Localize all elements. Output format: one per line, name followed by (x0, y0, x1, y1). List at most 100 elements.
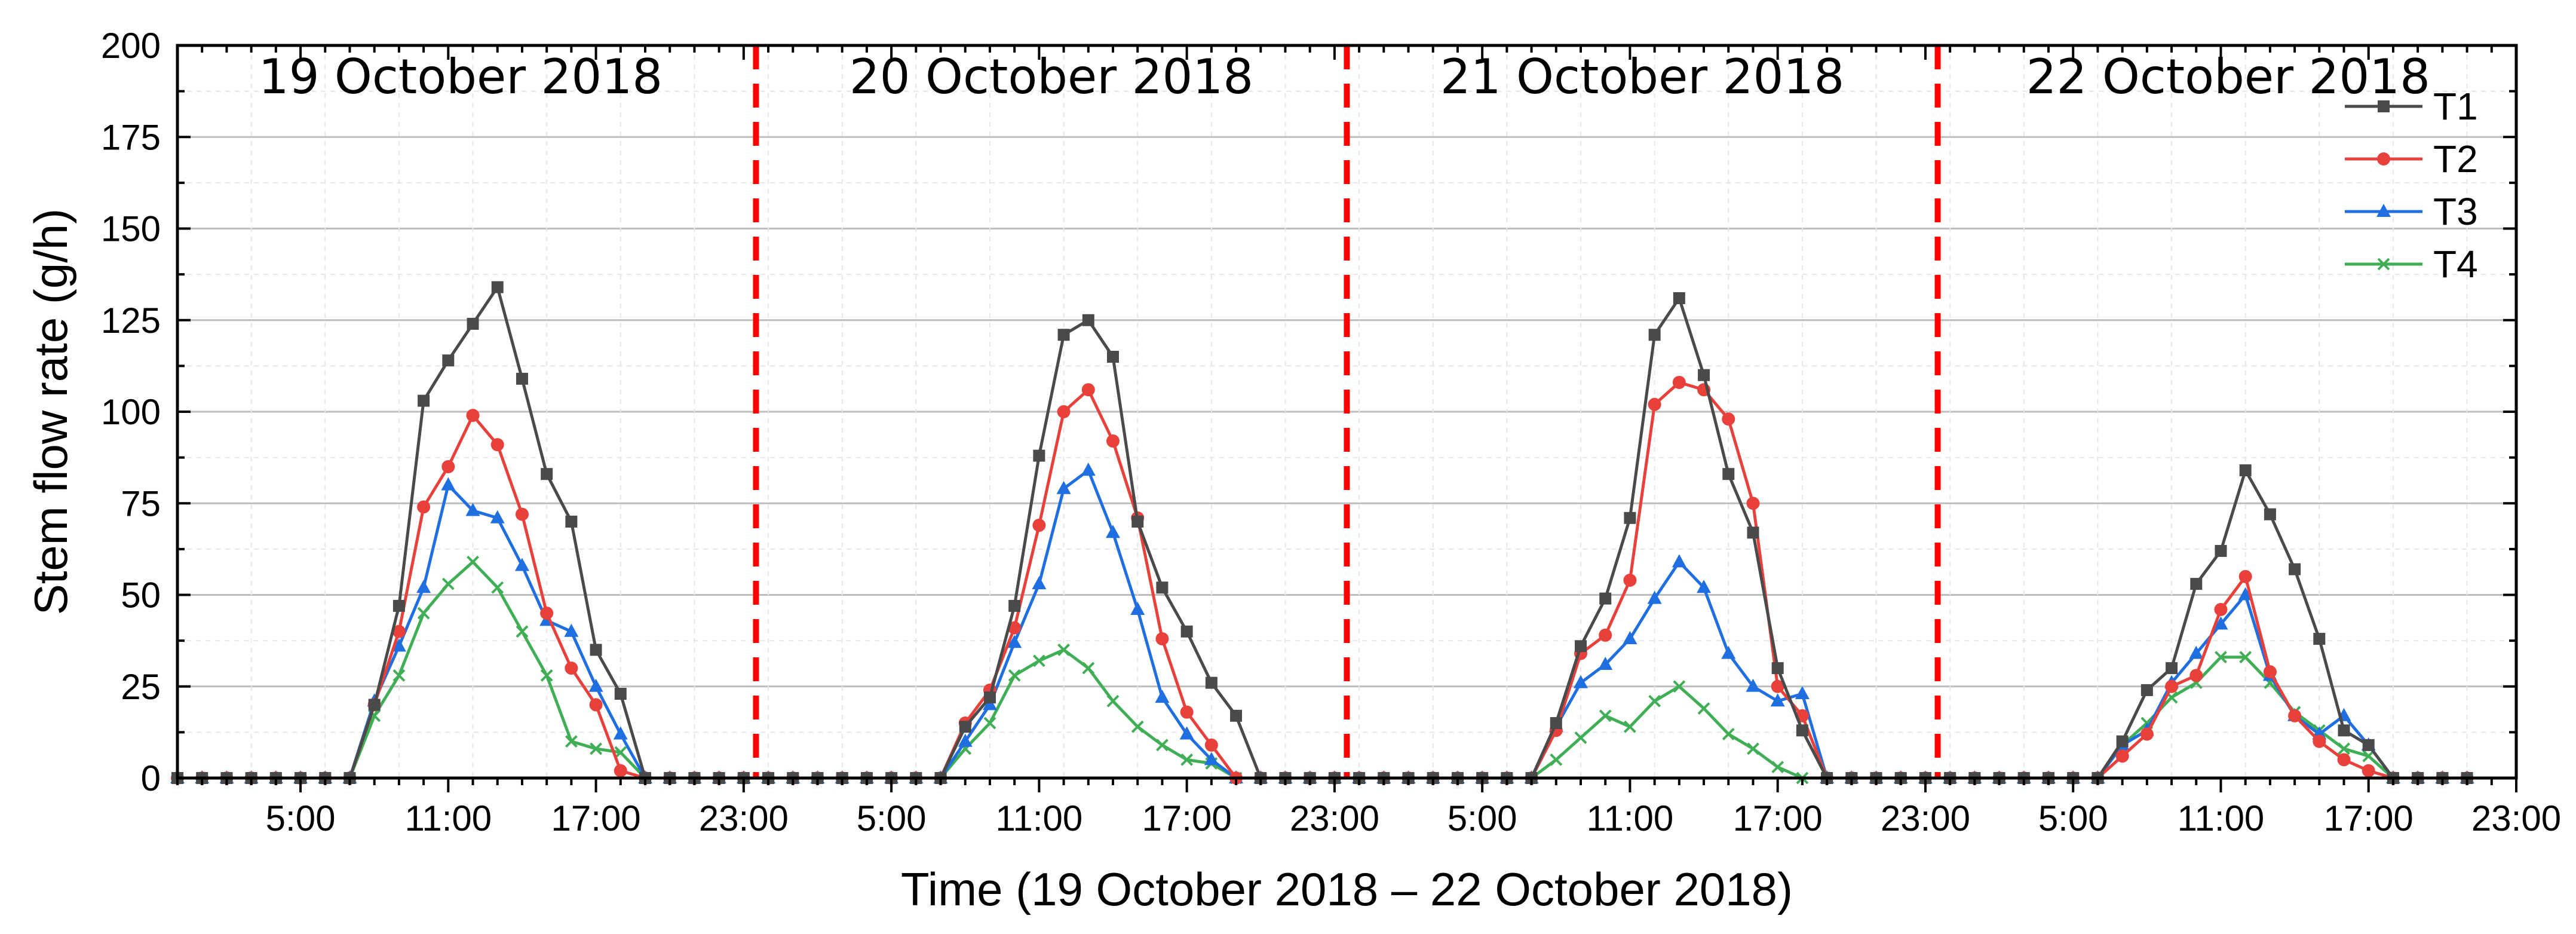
data-point (1747, 526, 1759, 539)
data-point (1550, 717, 1562, 730)
data-point (1156, 581, 1169, 594)
day-label: 21 October 2018 (1440, 49, 1844, 105)
legend-key-t1 (2345, 100, 2422, 112)
legend-label-t2: T2 (2433, 137, 2478, 180)
data-point (2166, 662, 2178, 675)
data-point-stroke (417, 607, 430, 620)
data-point (1180, 753, 1194, 766)
data-point (1673, 680, 1686, 693)
data-point (1081, 463, 1096, 476)
data-point (391, 638, 406, 652)
data-point (1106, 434, 1120, 448)
data-point (442, 354, 455, 367)
series-t2 (171, 375, 2474, 785)
y-tick-label: 50 (121, 575, 161, 615)
data-point (418, 394, 430, 407)
day-label: 19 October 2018 (259, 49, 663, 105)
legend-key-t4 (2345, 258, 2422, 271)
data-point (1107, 351, 1119, 363)
data-point-stroke (2377, 258, 2390, 271)
data-point (1057, 405, 1071, 418)
data-point (1599, 709, 1612, 722)
data-point (1796, 724, 1808, 737)
data-point (2213, 616, 2228, 630)
data-point-stroke (392, 669, 406, 682)
series-line (177, 381, 2467, 780)
data-point (392, 599, 405, 612)
data-point (1106, 525, 1120, 538)
data-point-stroke (1008, 669, 1021, 682)
data-point (2215, 651, 2227, 664)
data-point-stroke (1550, 753, 1563, 766)
day-label: 20 October 2018 (850, 49, 1253, 105)
data-point (1623, 631, 1637, 645)
data-point (1624, 512, 1636, 524)
data-point (2165, 679, 2179, 693)
y-tick-label: 100 (101, 392, 161, 432)
x-tick-label: 11:00 (1587, 798, 1674, 838)
y-tick-label: 175 (101, 117, 161, 157)
legend-label-t4: T4 (2433, 243, 2478, 286)
x-tick-labels: 5:00 11:00 17:00 23:00 5:00 11:00 17:00 23:00 5:… (266, 798, 2561, 838)
data-point (564, 623, 579, 637)
data-point (1771, 679, 1784, 693)
data-point (1057, 644, 1070, 656)
data-point-stroke (540, 669, 553, 682)
legend-marker (2377, 152, 2390, 166)
data-point (1599, 592, 1612, 605)
x-tick-label: 5:00 (857, 798, 927, 838)
data-point (2313, 633, 2326, 645)
data-point-stroke (1624, 720, 1636, 733)
data-point (1672, 554, 1686, 568)
data-point (2289, 563, 2301, 575)
data-point (2337, 753, 2351, 767)
y-tick-label: 0 (141, 758, 161, 798)
data-point (983, 691, 996, 704)
data-point (516, 372, 528, 385)
data-point (2362, 739, 2375, 751)
data-point-stroke (467, 555, 479, 568)
data-point-stroke (1722, 728, 1735, 740)
data-point (1574, 675, 1588, 688)
x-tick-label: 5:00 (266, 798, 336, 838)
data-point-stroke (1771, 761, 1784, 774)
data-point (1204, 738, 1218, 752)
data-point (1008, 621, 1022, 635)
data-point (1008, 669, 1021, 682)
data-point (1624, 720, 1636, 733)
legend: T1 T2 T3 T4 (2345, 85, 2478, 286)
data-point (1032, 576, 1047, 590)
data-point (441, 460, 455, 473)
data-point (958, 733, 973, 747)
data-point-stroke (1599, 709, 1612, 722)
data-point (2288, 709, 2302, 722)
x-tick-label: 17:00 (1733, 798, 1823, 838)
legend-marker (2377, 258, 2390, 271)
x-tick-label: 23:00 (1881, 798, 1970, 838)
data-point (1698, 369, 1710, 381)
data-point-stroke (491, 581, 504, 594)
data-point (565, 515, 578, 528)
data-point (540, 607, 554, 620)
data-point (590, 644, 602, 656)
data-point-stroke (1697, 702, 1710, 715)
data-point (1007, 635, 1022, 648)
data-point (490, 510, 505, 523)
day-label: 22 October 2018 (2026, 49, 2430, 105)
data-point (1008, 599, 1021, 612)
data-point (614, 764, 627, 777)
x-tick-label: 11:00 (996, 798, 1083, 838)
data-point (1770, 693, 1785, 707)
x-tick-label: 23:00 (1290, 798, 1379, 838)
data-point (1082, 314, 1094, 326)
data-point-stroke (590, 742, 602, 755)
data-point (1550, 753, 1563, 766)
data-point (2215, 544, 2227, 557)
x-tick-label: 17:00 (551, 798, 641, 838)
data-point (1648, 694, 1661, 708)
data-point (1155, 690, 1170, 703)
data-point (465, 503, 480, 516)
data-point (1155, 632, 1169, 646)
x-tick-label: 5:00 (2038, 798, 2108, 838)
